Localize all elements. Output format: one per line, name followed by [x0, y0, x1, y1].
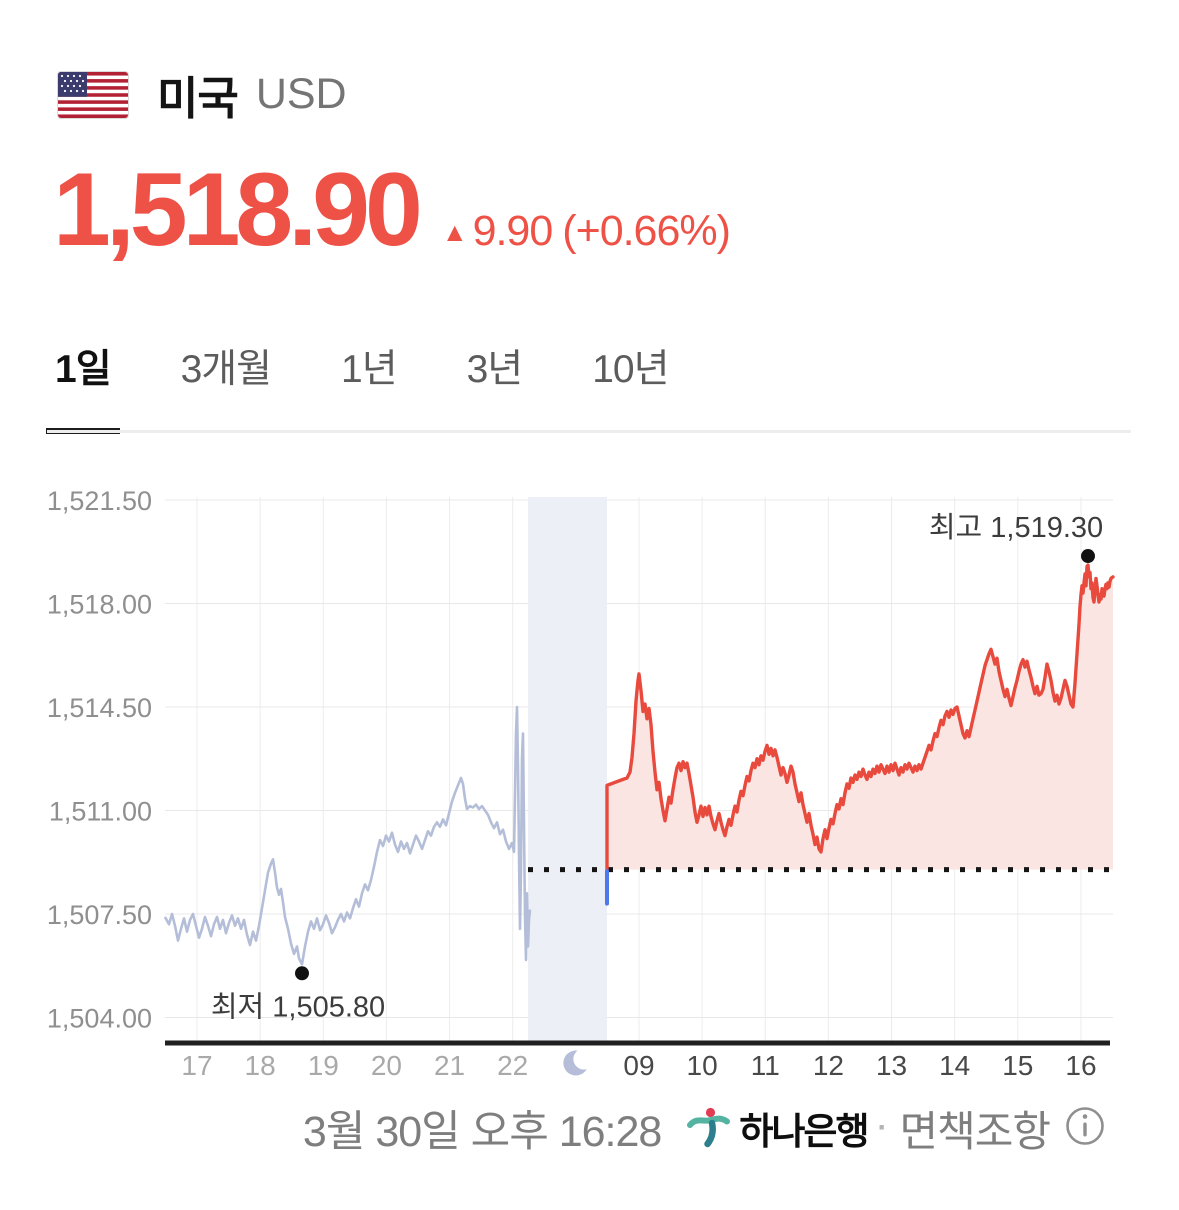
x-axis-label: 22: [497, 1050, 528, 1081]
currency-code: USD: [255, 70, 347, 118]
y-axis-label: 1,511.00: [49, 796, 152, 826]
x-axis-label: 18: [245, 1050, 276, 1081]
x-axis-label: 10: [687, 1050, 718, 1081]
bank-name: 하나은행: [739, 1111, 869, 1152]
period-tabs: 1일 3개월 1년 3년 10년: [0, 338, 1179, 434]
current-rate: 1,518.90: [53, 152, 423, 268]
x-axis-label: 11: [751, 1050, 780, 1081]
price-block: 1,518.90 ▲ 9.90 (+0.66%): [53, 152, 731, 268]
moon-icon-cutout: [573, 1048, 595, 1070]
y-axis-label: 1,514.50: [47, 693, 152, 723]
high-point-dot: [1081, 549, 1095, 564]
tab-period-5[interactable]: 10년: [592, 338, 669, 434]
x-axis-label: 15: [1002, 1050, 1033, 1081]
disclaimer-link[interactable]: 면책조항: [899, 1107, 1052, 1155]
chart-footer: 3월 30일 오후 16:28 하나은행 · 면책조항: [0, 1094, 1179, 1162]
x-axis-label: 13: [876, 1050, 907, 1081]
y-axis-label: 1,507.50: [47, 900, 152, 930]
tab-period-3[interactable]: 1년: [341, 338, 398, 434]
change-value: 9.90: [472, 207, 554, 255]
x-axis-label: 21: [434, 1050, 465, 1081]
tab-period-2[interactable]: 3개월: [181, 338, 272, 434]
tabs-divider: [47, 430, 1131, 433]
us-flag-icon: [57, 70, 129, 119]
country-name: 미국: [157, 73, 239, 124]
high-annotation: 최고 1,519.30: [929, 512, 1103, 544]
low-annotation: 최저 1,505.80: [211, 991, 385, 1023]
y-axis-label: 1,521.50: [47, 486, 152, 516]
x-axis-label: 16: [1065, 1050, 1096, 1081]
x-axis-label: 14: [939, 1050, 970, 1081]
price-chart[interactable]: 1,521.50 1,518.00 1,514.50 1,511.00 1,507.50…: [0, 468, 1179, 1110]
currency-header: 미국 USD: [57, 62, 347, 127]
overnight-band: [528, 497, 607, 1043]
x-axis-label: 17: [181, 1050, 212, 1081]
x-axis-label: 12: [813, 1050, 844, 1081]
timestamp: 3월 30일 오후 16:28: [302, 1108, 662, 1156]
rate-change: ▲ 9.90 (+0.66%): [441, 207, 731, 256]
x-axis-label: 09: [623, 1050, 654, 1081]
change-percent: (+0.66%): [562, 207, 731, 255]
x-axis-label: 20: [371, 1050, 402, 1081]
y-axis-label: 1,518.00: [47, 589, 152, 619]
info-icon[interactable]: [1064, 1105, 1106, 1152]
up-arrow-icon: ▲: [441, 217, 468, 247]
x-axis-label: 19: [308, 1050, 339, 1081]
tab-period-1[interactable]: 1일: [46, 338, 120, 434]
current-session-line: [605, 563, 1115, 873]
low-point-dot: [295, 966, 309, 981]
tab-period-4[interactable]: 3년: [467, 338, 524, 434]
hana-bank-logo-icon: [687, 1104, 731, 1153]
footer-separator: ·: [877, 1111, 888, 1144]
current-session-fill: [607, 565, 1113, 872]
y-axis-label: 1,504.00: [47, 1003, 152, 1033]
previous-session-line: [163, 705, 532, 966]
